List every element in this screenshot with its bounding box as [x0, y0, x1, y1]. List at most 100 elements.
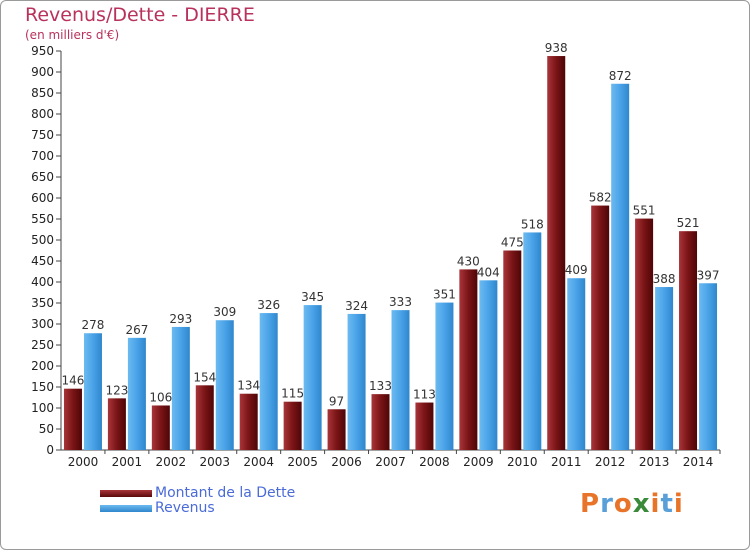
y-tick-label: 450 — [31, 254, 54, 268]
bar-dette — [327, 409, 346, 450]
chart-bars — [63, 56, 718, 450]
data-label-dette: 475 — [501, 236, 524, 250]
x-tick-label: 2010 — [507, 455, 538, 469]
bar-revenus — [83, 333, 102, 450]
x-tick-label: 2006 — [331, 455, 362, 469]
bar-dette — [459, 269, 478, 450]
bar-revenus — [655, 287, 674, 450]
bar-dette — [239, 393, 258, 450]
bar-revenus — [347, 313, 366, 450]
bar-dette — [195, 385, 214, 450]
data-label-dette: 582 — [589, 191, 612, 205]
data-label-dette: 521 — [677, 216, 700, 230]
data-label-revenus: 409 — [565, 263, 588, 277]
bar-dette — [283, 401, 302, 450]
data-label-revenus: 388 — [653, 272, 676, 286]
data-label-dette: 134 — [237, 379, 260, 393]
y-tick-label: 250 — [31, 338, 54, 352]
y-tick-label: 600 — [31, 191, 54, 205]
bar-revenus — [391, 310, 410, 450]
data-label-revenus: 333 — [389, 295, 412, 309]
y-tick-label: 650 — [31, 170, 54, 184]
data-label-dette: 551 — [633, 204, 656, 218]
x-tick-label: 2001 — [112, 455, 143, 469]
logo-letter: t — [660, 489, 674, 519]
chart-title: Revenus/Dette - DIERRE — [25, 4, 255, 26]
legend-swatch-revenus — [100, 505, 152, 512]
y-tick-label: 350 — [31, 296, 54, 310]
data-label-revenus: 293 — [169, 312, 192, 326]
bar-revenus — [435, 302, 454, 450]
data-label-dette: 123 — [105, 383, 128, 397]
data-label-dette: 938 — [545, 41, 568, 55]
x-tick-label: 2009 — [463, 455, 494, 469]
bar-dette — [635, 218, 654, 450]
y-tick-label: 800 — [31, 107, 54, 121]
x-tick-label: 2012 — [595, 455, 626, 469]
y-tick-label: 300 — [31, 317, 54, 331]
bar-revenus — [171, 326, 190, 450]
data-label-revenus: 326 — [257, 298, 280, 312]
data-label-dette: 133 — [369, 379, 392, 393]
x-tick-label: 2008 — [419, 455, 450, 469]
y-tick-label: 150 — [31, 380, 54, 394]
bar-revenus — [259, 313, 278, 450]
bar-dette — [151, 405, 170, 450]
x-tick-label: 2007 — [375, 455, 406, 469]
bar-dette — [63, 388, 82, 450]
bar-dette — [547, 56, 566, 450]
data-label-revenus: 518 — [521, 217, 544, 231]
bar-revenus — [611, 83, 630, 450]
data-label-revenus: 351 — [433, 288, 456, 302]
x-tick-label: 2004 — [243, 455, 274, 469]
y-tick-label: 550 — [31, 212, 54, 226]
y-tick-label: 50 — [39, 422, 54, 436]
data-label-dette: 113 — [413, 388, 436, 402]
y-tick-label: 200 — [31, 359, 54, 373]
bar-dette — [371, 394, 390, 450]
x-tick-label: 2003 — [199, 455, 230, 469]
logo-letter: x — [632, 489, 651, 519]
bar-dette — [679, 231, 698, 450]
legend-label-revenus: Revenus — [155, 500, 215, 516]
y-tick-label: 400 — [31, 275, 54, 289]
y-tick-label: 850 — [31, 86, 54, 100]
y-tick-label: 100 — [31, 401, 54, 415]
bar-dette — [415, 402, 434, 450]
x-tick-label: 2000 — [68, 455, 99, 469]
legend-swatch-debt — [100, 490, 152, 497]
x-tick-label: 2014 — [683, 455, 714, 469]
bar-revenus — [215, 320, 234, 450]
data-label-revenus: 872 — [609, 69, 632, 83]
data-label-revenus: 278 — [82, 318, 105, 332]
data-label-dette: 146 — [62, 374, 85, 388]
bar-dette — [503, 250, 522, 450]
data-label-revenus: 345 — [301, 290, 324, 304]
chart-axes: 0 50 100 150 200 250 300 350 400 450 500 550 600 650 7… — [31, 44, 721, 469]
logo-letter: r — [600, 489, 614, 519]
y-tick-label: 900 — [31, 65, 54, 79]
y-tick-label: 700 — [31, 149, 54, 163]
proxiti-logo: Proxiti — [580, 489, 684, 519]
data-label-revenus: 404 — [477, 265, 500, 279]
data-label-dette: 430 — [457, 254, 480, 268]
chart-data-labels: 146 278 123 267 106 293 154 309 134 326 115 345 97 32… — [62, 41, 720, 408]
data-label-dette: 115 — [281, 387, 304, 401]
data-label-revenus: 309 — [213, 305, 236, 319]
data-label-revenus: 397 — [697, 268, 720, 282]
y-tick-label: 500 — [31, 233, 54, 247]
bar-revenus — [303, 305, 322, 450]
logo-letter: o — [613, 489, 633, 519]
data-label-dette: 154 — [193, 370, 216, 384]
bar-revenus — [127, 337, 146, 450]
x-tick-label: 2011 — [551, 455, 582, 469]
x-tick-label: 2002 — [156, 455, 187, 469]
data-label-dette: 97 — [329, 394, 344, 408]
x-tick-label: 2005 — [287, 455, 318, 469]
bar-revenus — [479, 280, 498, 450]
y-tick-label: 0 — [46, 443, 54, 457]
bar-revenus — [567, 278, 586, 450]
bar-revenus — [523, 232, 542, 450]
data-label-dette: 106 — [149, 390, 172, 404]
